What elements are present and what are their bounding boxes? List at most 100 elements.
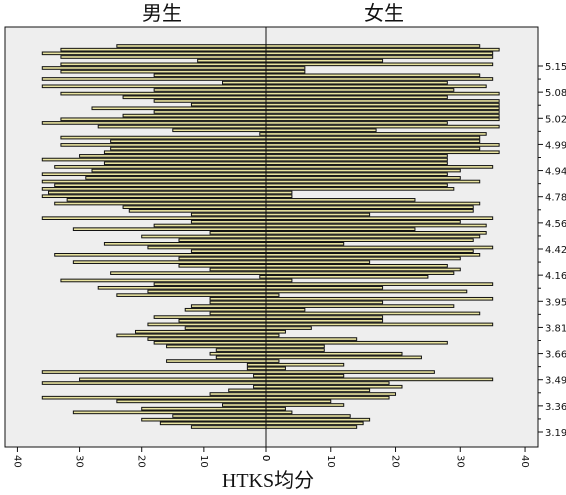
male-bar: [60, 62, 267, 67]
female-bar: [265, 161, 448, 166]
male-bar: [41, 172, 267, 177]
female-bar: [265, 388, 371, 393]
female-bar: [265, 293, 280, 297]
x-tick-right-label: 10: [325, 455, 336, 468]
male-bar: [209, 351, 267, 356]
female-bar: [265, 88, 455, 92]
male-bar: [178, 238, 267, 242]
male-bar: [172, 128, 267, 133]
male-bar: [60, 278, 267, 283]
male-bar: [228, 388, 267, 393]
male-bar: [215, 348, 267, 352]
male-bar: [209, 231, 267, 235]
female-bar: [265, 165, 494, 169]
male-bar: [147, 322, 267, 327]
male-bar: [41, 66, 267, 70]
female-bar: [265, 322, 494, 327]
female-bar: [265, 399, 332, 404]
female-bar: [265, 289, 468, 294]
female-bar: [265, 285, 384, 290]
female-bar: [265, 157, 448, 162]
x-tick-right-label: 40: [519, 455, 530, 468]
x-tick-left-label: 0: [260, 455, 271, 461]
female-bar: [265, 201, 481, 206]
y-tick-label: 3.36: [545, 402, 566, 413]
female-bar: [265, 172, 448, 177]
male-bar: [135, 329, 267, 334]
female-bar: [265, 198, 416, 202]
female-bar: [265, 296, 494, 301]
male-bar: [172, 414, 267, 418]
female-bar: [265, 135, 481, 140]
male-bar: [41, 395, 267, 400]
male-bar: [66, 198, 267, 202]
male-bar: [153, 223, 267, 228]
female-bar: [265, 84, 487, 89]
y-tick-label: 4.42: [545, 245, 566, 256]
female-bar: [265, 55, 494, 59]
female-bar: [265, 337, 358, 341]
female-bar: [265, 47, 500, 52]
male-bar: [72, 227, 267, 231]
male-bar: [60, 143, 267, 147]
female-bar: [265, 366, 286, 371]
male-bar: [215, 355, 267, 360]
female-bar: [265, 143, 500, 147]
male-bar: [222, 403, 267, 407]
female-bar: [265, 263, 448, 268]
female-bar: [265, 44, 481, 48]
female-bar: [265, 384, 403, 389]
male-bar: [141, 417, 267, 422]
male-bar: [41, 179, 267, 184]
x-axis-title: HTKS均分: [222, 469, 314, 492]
y-tick-label: 3.19: [545, 428, 566, 439]
male-bar: [246, 362, 267, 367]
female-bar: [265, 271, 455, 275]
female-bar: [265, 381, 390, 385]
male-bar: [110, 146, 267, 151]
female-bar: [265, 231, 487, 235]
male-bar: [166, 344, 267, 349]
x-tick-right-label: 20: [390, 455, 401, 468]
female-bar: [265, 132, 487, 136]
male-bar: [60, 135, 267, 140]
male-bar: [153, 110, 267, 114]
male-bar: [128, 209, 267, 213]
female-bar: [265, 410, 293, 415]
female-bar: [265, 377, 494, 382]
female-bar: [265, 318, 384, 323]
x-tick-left-label: 30: [74, 455, 85, 468]
female-bar: [265, 106, 500, 111]
male-bar: [116, 333, 267, 338]
y-tick-label: 4.78: [545, 193, 566, 204]
female-bar: [265, 274, 429, 279]
female-bar: [265, 355, 422, 360]
female-bar: [265, 234, 481, 239]
female-bar: [265, 69, 306, 74]
female-bar: [265, 425, 358, 429]
female-bar: [265, 128, 377, 133]
female-bar: [265, 362, 345, 367]
male-bar: [110, 139, 267, 144]
female-bar: [265, 344, 325, 349]
female-bar: [265, 351, 403, 356]
male-bar: [209, 296, 267, 301]
male-bar: [190, 304, 267, 308]
male-bar: [166, 359, 267, 363]
female-bar: [265, 238, 474, 242]
x-tick-right-label: 30: [454, 455, 465, 468]
female-bar: [265, 179, 481, 184]
male-bar: [209, 311, 267, 316]
left-panel-title: 男生: [142, 1, 182, 25]
female-bar: [265, 209, 474, 213]
male-bar: [147, 337, 267, 341]
female-bar: [265, 187, 455, 191]
male-bar: [110, 271, 267, 275]
male-bar: [41, 84, 267, 89]
female-bar: [265, 315, 384, 319]
y-tick-label: 4.16: [545, 271, 566, 282]
male-bar: [259, 132, 267, 136]
female-bar: [265, 220, 461, 224]
male-bar: [116, 44, 267, 48]
